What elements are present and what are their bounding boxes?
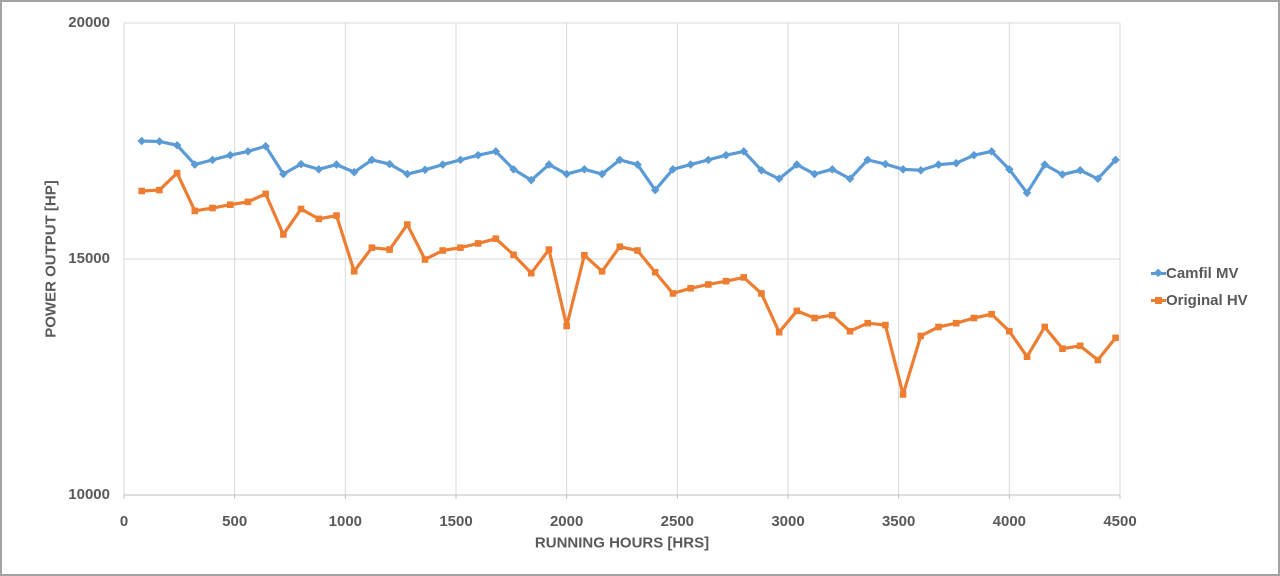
x-tick-label: 1500 bbox=[439, 513, 473, 530]
x-tick-label: 2500 bbox=[660, 513, 695, 530]
x-tick-label: 500 bbox=[222, 513, 248, 530]
x-tick-label: 3500 bbox=[881, 513, 916, 530]
legend-label-original-hv: Original HV bbox=[1166, 291, 1248, 309]
y-tick-label: 20000 bbox=[68, 14, 110, 31]
legend-item-camfil-mv[interactable]: Camfil MV bbox=[1151, 263, 1248, 283]
x-tick-label: 4000 bbox=[992, 513, 1027, 530]
x-tick-label: 1000 bbox=[328, 513, 363, 530]
original-hv-line-marker-icon bbox=[1151, 290, 1166, 310]
y-tick-label: 10000 bbox=[68, 486, 110, 503]
legend-item-original-hv[interactable]: Original HV bbox=[1151, 290, 1248, 310]
y-axis-title: POWER OUTPUT [HP] bbox=[42, 180, 60, 338]
chart-legend: Camfil MV Original HV bbox=[1151, 263, 1248, 310]
x-axis-title: RUNNING HOURS [HRS] bbox=[534, 534, 710, 552]
camfil-mv-line-marker-icon bbox=[1151, 263, 1166, 283]
x-tick-label: 4500 bbox=[1103, 513, 1137, 530]
x-tick-label: 2000 bbox=[549, 513, 584, 530]
y-tick-label: 15000 bbox=[68, 250, 110, 267]
x-tick-label: 3000 bbox=[771, 513, 805, 530]
x-tick-label: 0 bbox=[119, 513, 129, 530]
legend-label-camfil-mv: Camfil MV bbox=[1166, 264, 1239, 282]
